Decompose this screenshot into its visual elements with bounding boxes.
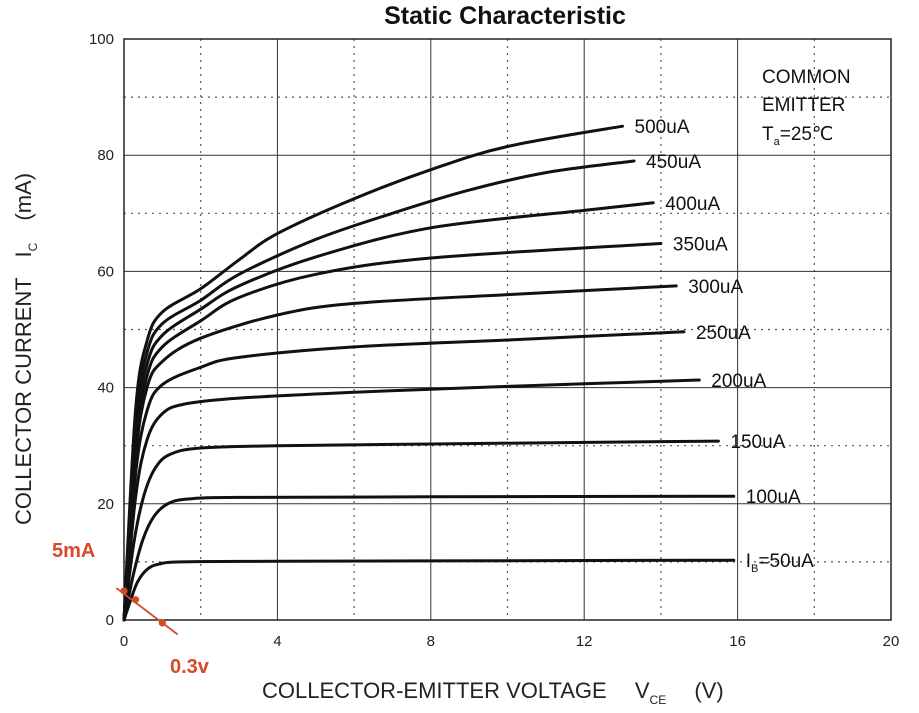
annotation-marker-2 [158, 619, 166, 627]
temp-value: =25℃ [780, 124, 834, 145]
curve-labels: IB=50uA 100uA 150uA 200uA 250uA 300uA 350uA 400… [635, 117, 815, 575]
condition-common: COMMON [762, 67, 851, 88]
ib-curve-9 [122, 124, 624, 622]
y-tick-label: 0 [106, 612, 114, 629]
curve-label-value: =50uA [758, 551, 814, 572]
ib-curve-2 [122, 439, 720, 622]
curve-label-9: 500uA [635, 117, 690, 138]
ib-curve-3 [122, 378, 701, 622]
y-tick-label: 60 [97, 263, 114, 280]
x-axis-unit: (V) [694, 678, 723, 703]
curve-label-2: 150uA [730, 432, 785, 453]
annotation-marker-1 [131, 596, 140, 604]
y-tick-label: 20 [97, 496, 114, 513]
annotation-marker-0 [120, 587, 128, 595]
conditions-note: COMMON EMITTER Ta=25℃ [762, 67, 851, 148]
condition-temperature: Ta=25℃ [762, 124, 833, 148]
annotation-current-label: 5mA [52, 540, 95, 562]
y-axis-unit: (mA) [11, 173, 36, 221]
ib-curve-1 [122, 494, 736, 622]
annotation-voltage-label: 0.3v [170, 656, 210, 678]
origin-annotation: 5mA 0.3v [52, 540, 210, 678]
y-axis-subscript: C [26, 242, 40, 251]
curve-label-7: 400uA [665, 194, 720, 215]
y-axis-symbol: I [11, 251, 36, 257]
y-tick-label: 80 [97, 147, 114, 164]
x-axis-label: COLLECTOR-EMITTER VOLTAGE [262, 678, 607, 703]
axes: 0 4 8 12 16 20 0 20 40 60 80 100 [89, 31, 899, 650]
x-tick-label: 16 [729, 633, 746, 650]
ib-curve-4 [122, 330, 686, 622]
temp-subscript: a [774, 136, 781, 148]
grid [124, 39, 891, 620]
ib-curve-7 [122, 201, 655, 622]
ib-curve-0 [122, 558, 736, 622]
x-tick-label: 8 [427, 633, 435, 650]
curve-label-3: 200uA [711, 371, 766, 392]
curve-label-subscript: B [751, 563, 758, 575]
curve-label-0: IB=50uA [746, 551, 814, 575]
x-tick-label: 0 [120, 633, 128, 650]
x-tick-label: 4 [273, 633, 281, 650]
curve-label-6: 350uA [673, 235, 728, 256]
x-axis-symbol: V [635, 678, 650, 703]
curve-label-4: 250uA [696, 323, 751, 344]
x-tick-label: 12 [576, 633, 593, 650]
condition-emitter: EMITTER [762, 95, 845, 116]
curve-label-symbol: I [746, 551, 751, 572]
chart-title: Static Characteristic [384, 2, 626, 30]
y-axis-label: COLLECTOR CURRENT [11, 278, 36, 525]
y-tick-label: 100 [89, 31, 114, 48]
y-tick-label: 40 [97, 380, 114, 397]
curves [122, 124, 736, 622]
curve-label-8: 450uA [646, 152, 701, 173]
curve-label-1: 100uA [746, 487, 801, 508]
temp-symbol: T [762, 124, 774, 145]
x-tick-label: 20 [883, 633, 900, 650]
x-axis-title: COLLECTOR-EMITTER VOLTAGE VCE (V) [262, 678, 724, 709]
x-axis-subscript: CE [650, 693, 667, 707]
y-axis-title: COLLECTOR CURRENT IC (mA) [11, 173, 42, 525]
curve-label-5: 300uA [688, 277, 743, 298]
annotation-line [115, 587, 179, 636]
plot-frame [123, 38, 892, 621]
